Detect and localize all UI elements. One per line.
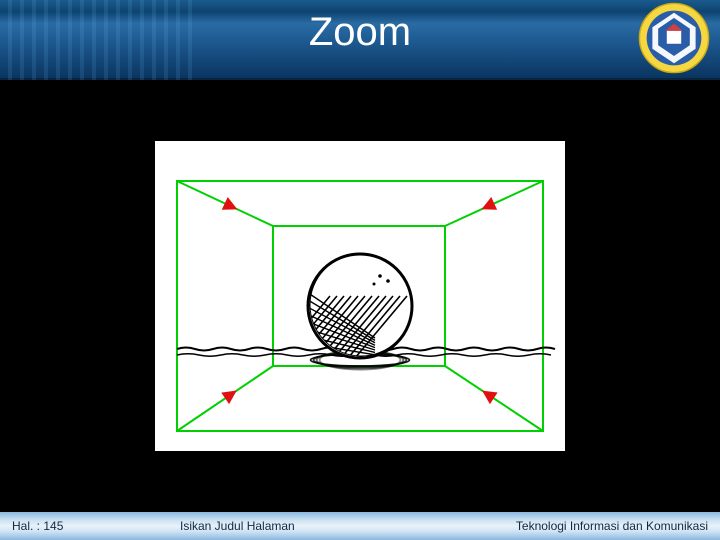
footer-subject: Teknologi Informasi dan Komunikasi [460,519,720,533]
footer-page-number: Hal. : 145 [0,519,140,533]
zoom-diagram [155,141,565,451]
header-pattern-overlay [0,0,200,80]
header-banner: Zoom [0,0,720,80]
page-title: Zoom [309,10,411,55]
content-area [0,80,720,512]
footer-title-placeholder: Isikan Judul Halaman [140,519,460,533]
logo-emblem [638,2,710,74]
footer-bar: Hal. : 145 Isikan Judul Halaman Teknolog… [0,512,720,540]
